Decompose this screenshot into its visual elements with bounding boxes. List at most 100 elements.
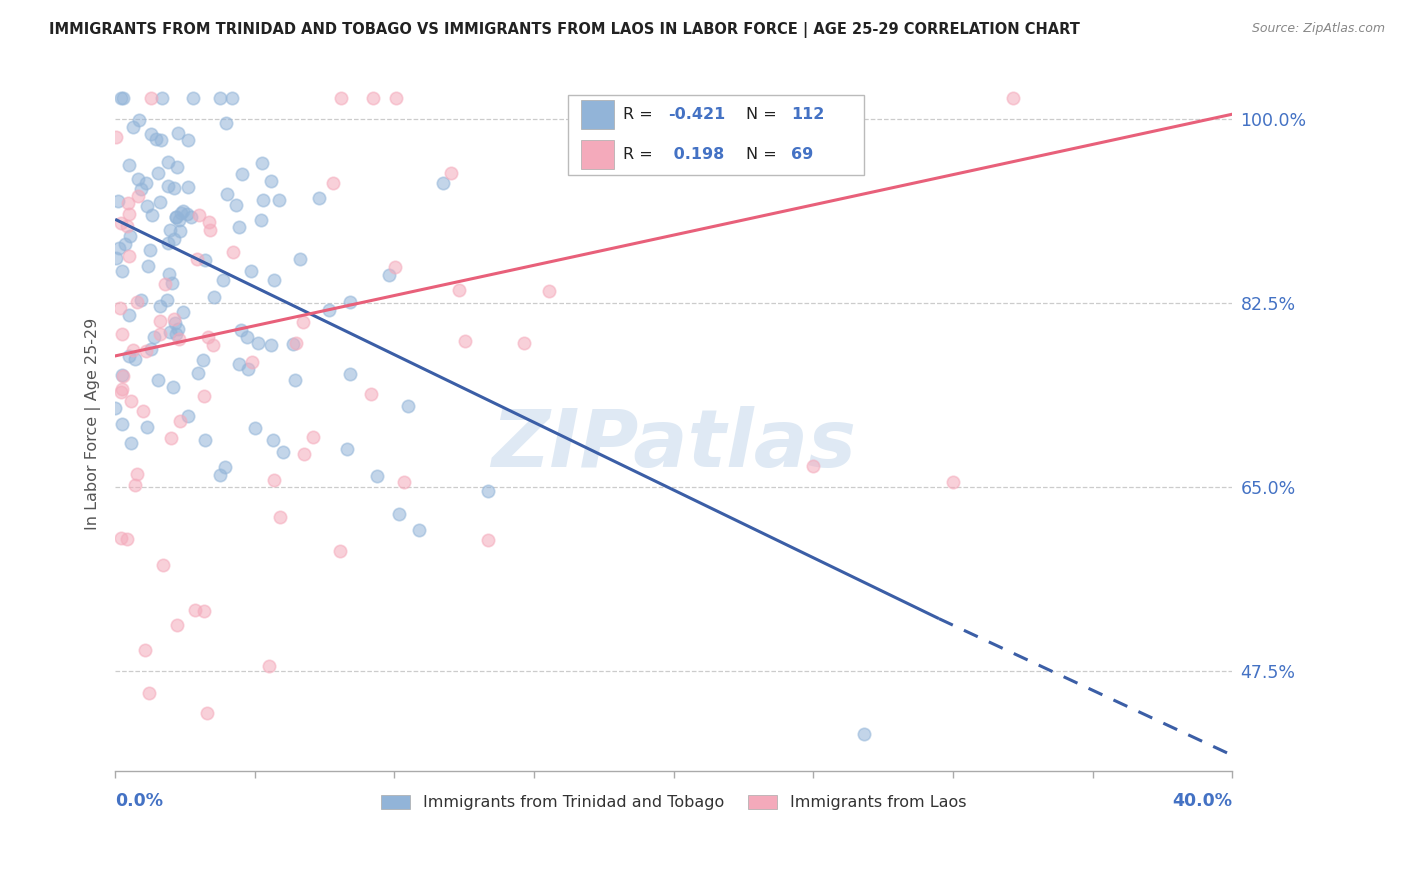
Point (252, 193, 274, 207)
Text: N =: N = (747, 147, 782, 162)
Point (176, 409, 198, 423)
Point (135, 176, 157, 190)
Text: IMMIGRANTS FROM TRINIDAD AND TOBAGO VS IMMIGRANTS FROM LAOS IN LABOR FORCE | AGE: IMMIGRANTS FROM TRINIDAD AND TOBAGO VS I… (49, 22, 1080, 38)
Text: N =: N = (747, 107, 782, 122)
FancyBboxPatch shape (581, 140, 614, 169)
Point (118, 249, 141, 263)
Point (187, 208, 209, 222)
Point (165, 211, 187, 225)
Point (155, 277, 177, 291)
Text: ZIPatlas: ZIPatlas (491, 406, 856, 484)
Point (291, 314, 314, 328)
Point (127, 295, 149, 310)
Point (108, 242, 131, 256)
Point (260, 174, 283, 188)
Point (167, 332, 190, 346)
Point (236, 362, 259, 376)
Point (110, 385, 132, 400)
Point (124, 352, 146, 367)
Text: Source: ZipAtlas.com: Source: ZipAtlas.com (1251, 22, 1385, 36)
Point (110, 531, 132, 545)
Point (217, 186, 239, 201)
Point (138, 259, 160, 273)
Point (229, 323, 252, 337)
Point (139, 91, 162, 105)
Text: 40.0%: 40.0% (1173, 792, 1232, 810)
Point (135, 420, 157, 434)
Point (212, 273, 235, 287)
Point (388, 507, 411, 521)
Point (191, 352, 214, 367)
Point (111, 263, 134, 277)
Point (440, 166, 463, 180)
Point (447, 283, 470, 297)
Point (202, 289, 225, 303)
Point (193, 604, 215, 618)
Y-axis label: In Labor Force | Age 25-29: In Labor Force | Age 25-29 (86, 318, 101, 531)
Point (149, 314, 172, 328)
Text: 0.198: 0.198 (668, 147, 724, 162)
Point (160, 431, 183, 445)
Point (360, 387, 382, 401)
Point (160, 276, 183, 290)
Point (170, 206, 193, 220)
Point (339, 294, 361, 309)
Point (231, 167, 253, 181)
Point (263, 273, 285, 287)
Point (107, 194, 129, 209)
Point (111, 326, 134, 341)
Point (247, 336, 270, 351)
Text: R =: R = (623, 107, 658, 122)
Point (225, 197, 247, 211)
Point (163, 181, 186, 195)
Point (149, 299, 172, 313)
Point (194, 433, 217, 447)
Point (208, 468, 231, 483)
Point (262, 433, 284, 447)
FancyBboxPatch shape (568, 95, 863, 175)
Point (128, 112, 150, 127)
Point (172, 204, 194, 219)
Point (111, 368, 134, 383)
Point (166, 126, 188, 140)
Point (184, 603, 207, 617)
Point (111, 91, 134, 105)
Point (215, 116, 238, 130)
Point (477, 483, 499, 498)
Point (228, 357, 250, 371)
Point (195, 706, 218, 721)
Point (169, 414, 191, 428)
Point (363, 91, 385, 105)
Point (384, 260, 406, 274)
Point (318, 303, 340, 318)
Point (330, 91, 353, 105)
Point (193, 389, 215, 403)
Point (198, 223, 221, 237)
Point (127, 189, 149, 203)
Point (177, 133, 200, 147)
Point (322, 176, 344, 190)
Point (165, 210, 187, 224)
Point (149, 327, 172, 342)
Point (146, 373, 169, 387)
Point (214, 460, 236, 475)
Point (269, 509, 291, 524)
Text: 112: 112 (792, 107, 824, 122)
Point (852, 727, 875, 741)
Point (260, 338, 283, 352)
Text: R =: R = (623, 147, 658, 162)
Point (169, 224, 191, 238)
Point (127, 467, 149, 481)
Point (110, 216, 132, 230)
Point (385, 91, 408, 105)
Point (139, 243, 162, 257)
Point (157, 267, 180, 281)
Point (166, 618, 188, 632)
Point (118, 207, 141, 221)
Point (163, 312, 186, 326)
Point (942, 475, 965, 489)
Point (267, 193, 290, 207)
Point (117, 196, 139, 211)
Point (186, 252, 208, 266)
Point (131, 404, 153, 418)
